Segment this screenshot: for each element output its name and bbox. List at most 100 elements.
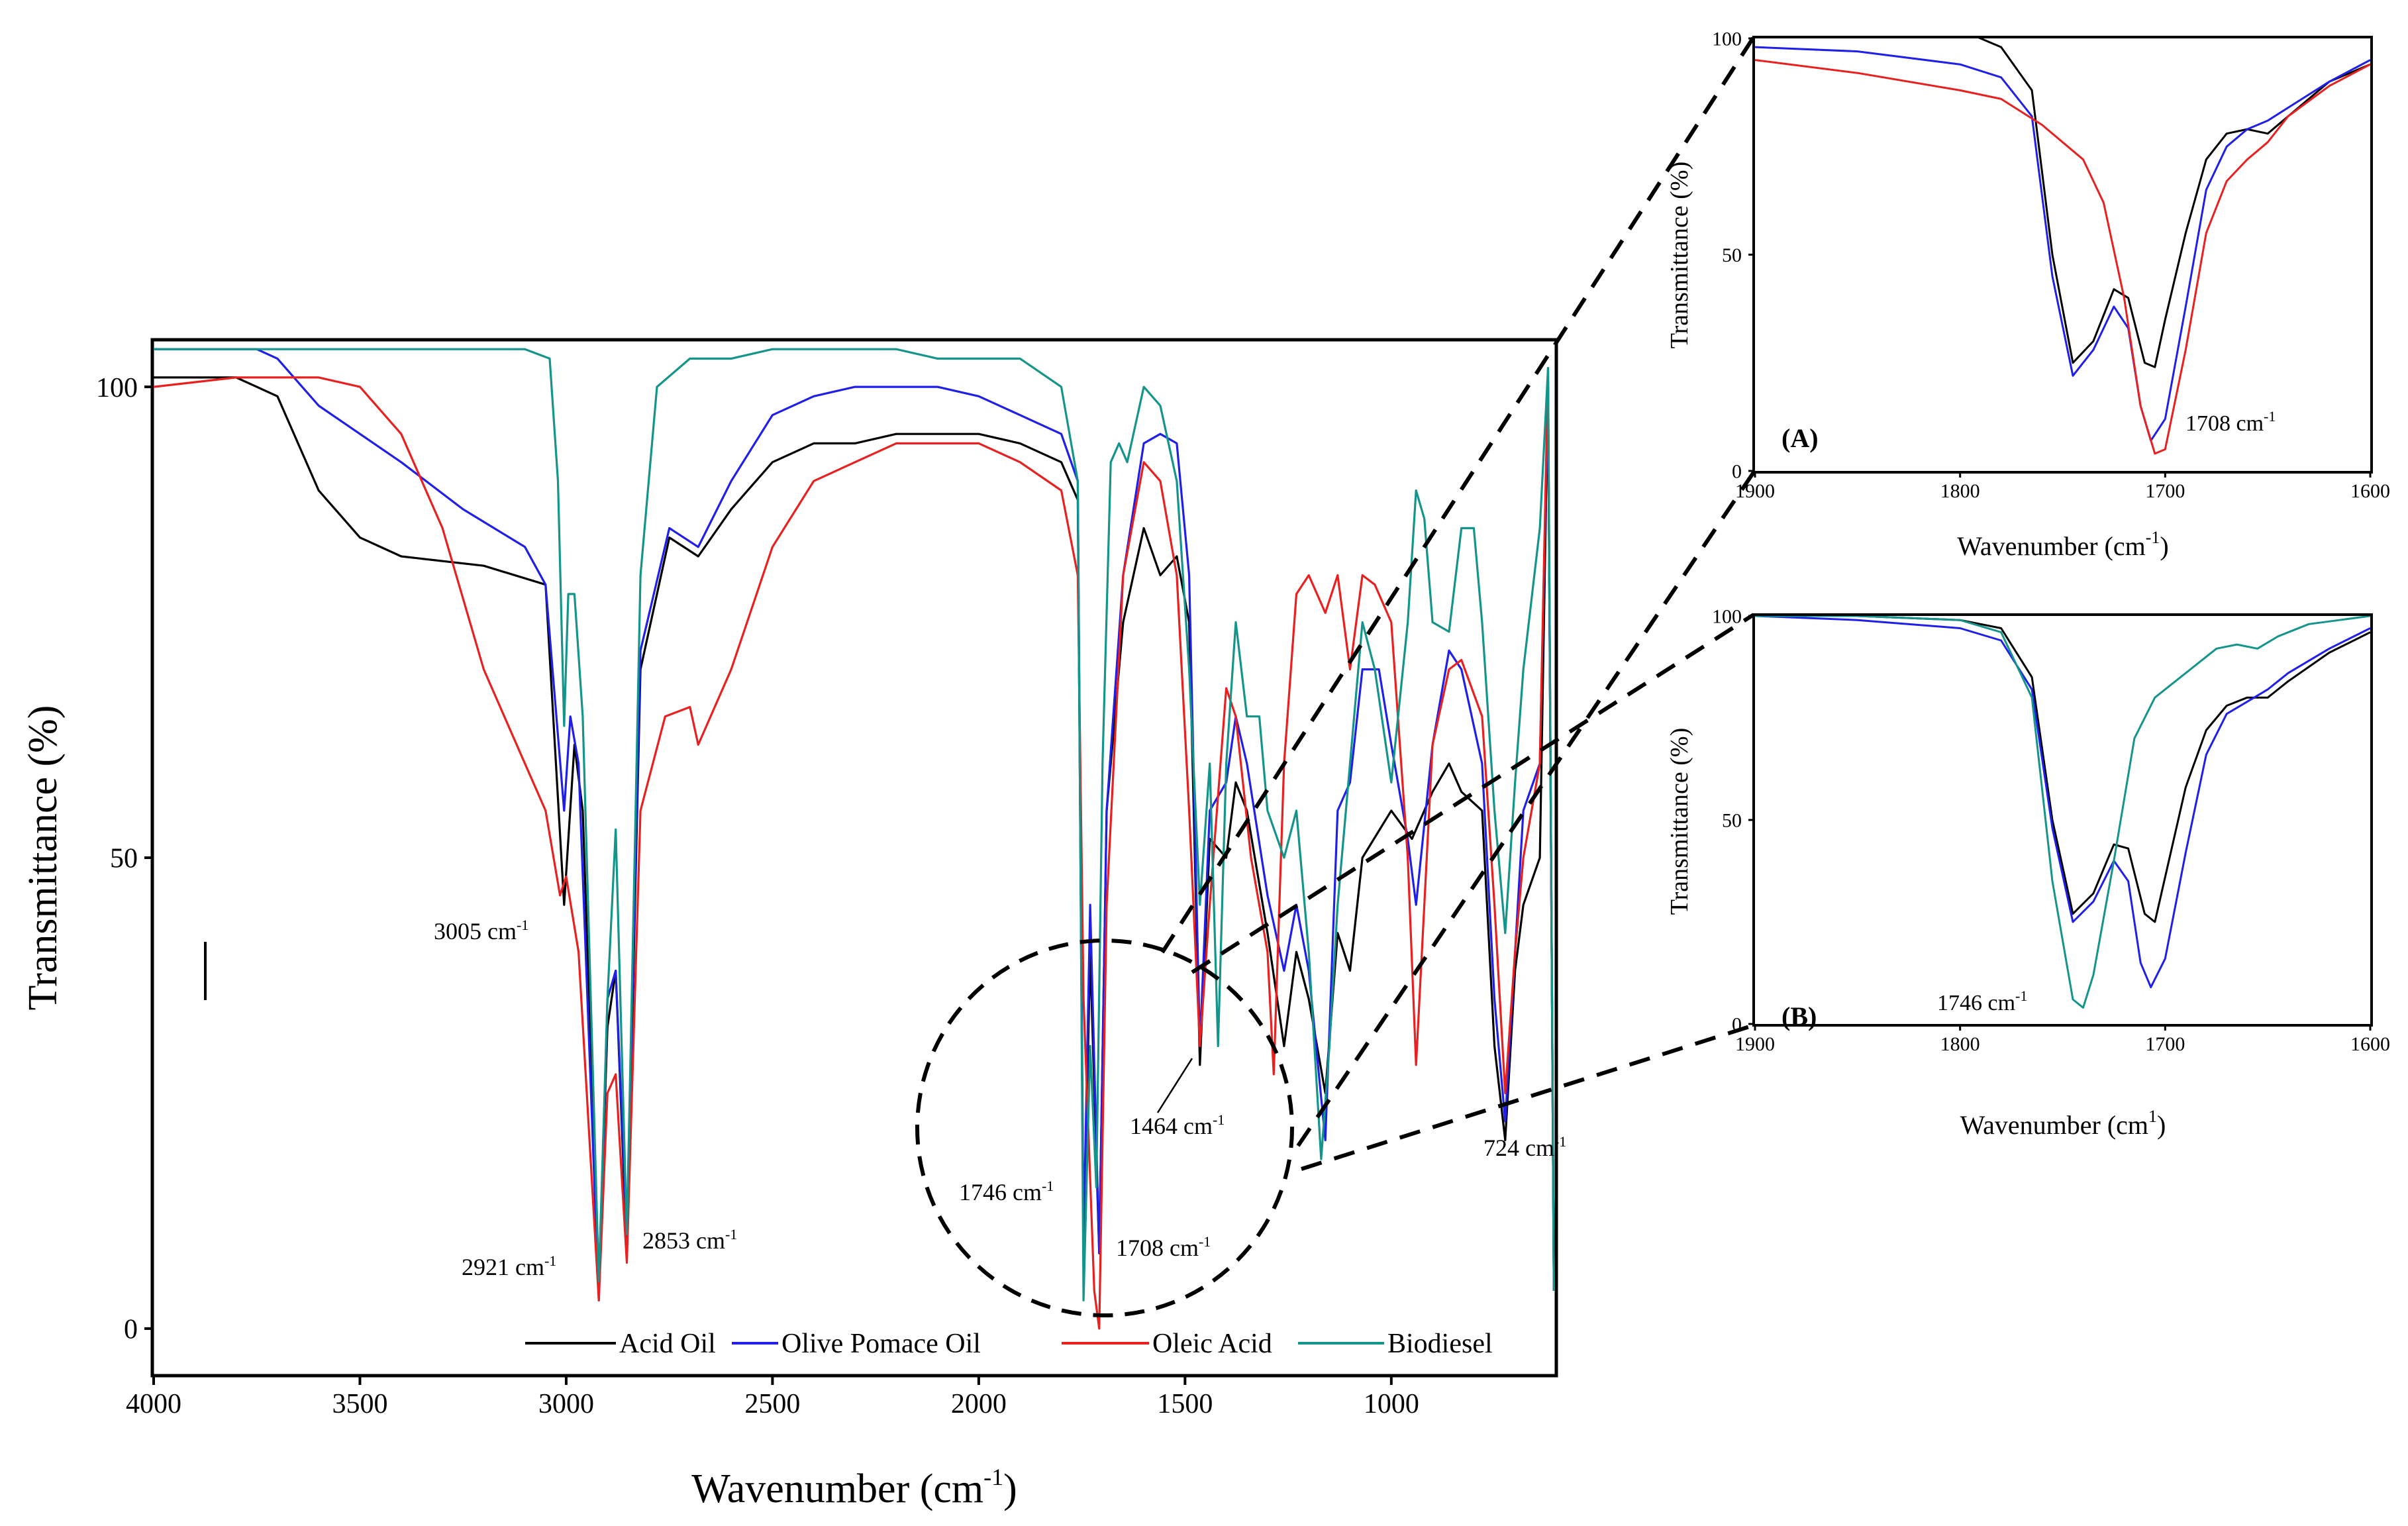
main-plot-frame bbox=[150, 338, 1558, 1378]
main-annotations: 3005 cm-1 2921 cm-1 2853 cm-1 1746 cm-1 … bbox=[434, 917, 1566, 1280]
inset-b-annotation-1746-sup: -1 bbox=[2015, 988, 2027, 1004]
annotation-724: 724 cm-1 bbox=[1483, 1133, 1566, 1161]
main-x-tick-label-3000: 3000 bbox=[538, 1389, 594, 1419]
main-series-biodiesel bbox=[154, 348, 1555, 1301]
inset-b-x-axis-label-sup: 1 bbox=[2148, 1107, 2157, 1126]
annotation-1464: 1464 cm-1 bbox=[1130, 1111, 1225, 1139]
inset-b-panel-label: (B) bbox=[1781, 1001, 1817, 1031]
main-x-axis-label: Wavenumber (cm-1) bbox=[691, 1464, 1017, 1511]
inset-b-x-tick-label-1900: 1900 bbox=[1735, 1033, 1775, 1055]
main-y-tick-label-100: 100 bbox=[96, 373, 138, 403]
inset-a-x-axis-label-close: ) bbox=[2160, 531, 2168, 561]
inset-a-x-axis-label-text: Wavenumber (cm bbox=[1957, 531, 2145, 561]
inset-b-x-axis-label-close: ) bbox=[2157, 1110, 2166, 1140]
legend-label-acid-oil: Acid Oil bbox=[619, 1329, 716, 1359]
main-x-tick-label-4000: 4000 bbox=[126, 1389, 181, 1419]
main-series-oleic-acid bbox=[154, 367, 1555, 1330]
connector-b-bottom bbox=[1301, 1023, 1754, 1171]
inset-b-axes: 1900 1800 1700 1600 0 50 100 bbox=[1712, 606, 2390, 1056]
annotation-1708-sup: -1 bbox=[1199, 1233, 1211, 1250]
inset-a-series-oleic-acid bbox=[1755, 59, 2370, 455]
inset-a-annotation-1708: 1708 cm-1 bbox=[2185, 408, 2276, 436]
annotation-724-sup: -1 bbox=[1554, 1133, 1566, 1150]
inset-a-x-tick-label-1900: 1900 bbox=[1735, 480, 1775, 502]
inset-a-series-acid-oil bbox=[1978, 38, 2370, 368]
inset-a-x-tick-label-1700: 1700 bbox=[2145, 480, 2185, 502]
inset-a-y-axis-label: Transmittance (%) bbox=[1666, 162, 1693, 348]
inset-a-chart: 1900 1800 1700 1600 0 50 100 Transmittance (%)… bbox=[1666, 28, 2390, 562]
inset-b-annotation-1746: 1746 cm-1 bbox=[1937, 988, 2027, 1015]
inset-b-chart: 1900 1800 1700 1600 0 50 100 Transmittance (%)… bbox=[1666, 606, 2390, 1141]
inset-a-annotation-1708-text: 1708 cm bbox=[2185, 411, 2264, 436]
legend-label-biodiesel: Biodiesel bbox=[1387, 1329, 1493, 1359]
legend: Acid Oil Olive Pomace Oil Oleic Acid Bio… bbox=[525, 1329, 1493, 1359]
legend-label-oleic-acid: Oleic Acid bbox=[1152, 1329, 1272, 1359]
main-series bbox=[154, 348, 1555, 1330]
annotation-2853: 2853 cm-1 bbox=[642, 1226, 737, 1254]
main-y-axis-label: Transmittance (%) bbox=[21, 705, 66, 1011]
legend-item: Olive Pomace Oil bbox=[732, 1329, 981, 1359]
main-x-axis-label-close: ) bbox=[1003, 1466, 1017, 1511]
annotation-2921-sup: -1 bbox=[544, 1252, 556, 1269]
inset-a-frame bbox=[1752, 36, 2373, 474]
annotation-2853-text: 2853 cm bbox=[642, 1227, 725, 1254]
connector-b-top bbox=[1191, 613, 1755, 974]
inset-a-x-tick-label-1600: 1600 bbox=[2350, 480, 2390, 502]
inset-b-x-tick-label-1600: 1600 bbox=[2350, 1033, 2390, 1055]
annotation-1708-text: 1708 cm bbox=[1116, 1235, 1199, 1261]
inset-a-x-axis-label: Wavenumber (cm-1) bbox=[1957, 528, 2168, 561]
inset-a-annotation-1708-sup: -1 bbox=[2264, 408, 2276, 425]
legend-item: Biodiesel bbox=[1298, 1329, 1493, 1359]
inset-a-panel-label: (A) bbox=[1781, 423, 1819, 453]
main-x-tick-label-2500: 2500 bbox=[744, 1389, 800, 1419]
highlight-circle bbox=[915, 939, 1294, 1317]
main-axes: 4000 3500 3000 2500 2000 1500 1000 0 50 100 bbox=[96, 373, 1419, 1419]
inset-a-x-axis-label-sup: -1 bbox=[2146, 528, 2160, 547]
main-y-tick-label-50: 50 bbox=[110, 844, 138, 874]
legend-item: Oleic Acid bbox=[1062, 1329, 1272, 1359]
inset-b-x-tick-label-1800: 1800 bbox=[1940, 1033, 1980, 1055]
connector-a-top bbox=[1160, 36, 1756, 954]
inset-a-y-tick-label-50: 50 bbox=[1722, 244, 1742, 266]
main-x-tick-label-1500: 1500 bbox=[1157, 1389, 1213, 1419]
inset-b-y-tick-label-100: 100 bbox=[1712, 606, 1742, 628]
annotation-1746-text: 1746 cm bbox=[959, 1179, 1042, 1205]
annotation-1464-sup: -1 bbox=[1213, 1111, 1225, 1128]
annotation-2921: 2921 cm-1 bbox=[462, 1252, 556, 1280]
inset-b-x-tick-label-1700: 1700 bbox=[2145, 1033, 2185, 1055]
inset-b-y-axis-label: Transmittance (%) bbox=[1666, 728, 1693, 915]
zoom-connectors bbox=[1160, 36, 1756, 1171]
annotation-724-text: 724 cm bbox=[1483, 1135, 1554, 1161]
inset-a-series bbox=[1755, 38, 2370, 455]
inset-a-y-tick-label-100: 100 bbox=[1712, 28, 1742, 50]
annotation-3005-text: 3005 cm bbox=[434, 918, 517, 944]
main-x-tick-label-1000: 1000 bbox=[1364, 1389, 1419, 1419]
inset-b-series-acid-oil bbox=[1755, 616, 2370, 923]
inset-b-series-olive-pomace-oil bbox=[1755, 616, 2370, 989]
inset-a-x-tick-label-1800: 1800 bbox=[1940, 480, 1980, 502]
annotation-1464-pointer bbox=[1156, 1058, 1193, 1113]
inset-a-y-tick-label-0: 0 bbox=[1732, 461, 1742, 483]
main-y-tick-label-0: 0 bbox=[124, 1315, 138, 1345]
legend-label-olive-pomace-oil: Olive Pomace Oil bbox=[781, 1329, 981, 1359]
main-x-axis-label-sup: -1 bbox=[983, 1464, 1003, 1490]
annotation-1708: 1708 cm-1 bbox=[1116, 1233, 1211, 1261]
legend-item: Acid Oil bbox=[525, 1329, 716, 1359]
annotation-1746-sup: -1 bbox=[1042, 1178, 1054, 1194]
inset-b-x-axis-label: Wavenumber (cm1) bbox=[1960, 1107, 2166, 1140]
inset-b-y-tick-label-50: 50 bbox=[1722, 810, 1742, 832]
annotation-2853-sup: -1 bbox=[725, 1226, 737, 1243]
inset-b-frame bbox=[1752, 613, 2373, 1027]
main-x-tick-label-2000: 2000 bbox=[951, 1389, 1007, 1419]
inset-b-x-axis-label-text: Wavenumber (cm bbox=[1960, 1110, 2148, 1140]
inset-b-y-tick-label-0: 0 bbox=[1732, 1014, 1742, 1036]
main-chart: 4000 3500 3000 2500 2000 1500 1000 0 50 100 Trans… bbox=[21, 338, 1566, 1511]
inset-b-annotation-1746-text: 1746 cm bbox=[1937, 991, 2015, 1015]
annotation-2921-text: 2921 cm bbox=[462, 1254, 544, 1280]
annotation-3005: 3005 cm-1 bbox=[434, 917, 528, 944]
annotation-3005-sup: -1 bbox=[517, 917, 528, 933]
inset-b-series-biodiesel bbox=[1755, 616, 2370, 1009]
main-x-tick-label-3500: 3500 bbox=[332, 1389, 387, 1419]
annotation-1464-text: 1464 cm bbox=[1130, 1113, 1213, 1139]
